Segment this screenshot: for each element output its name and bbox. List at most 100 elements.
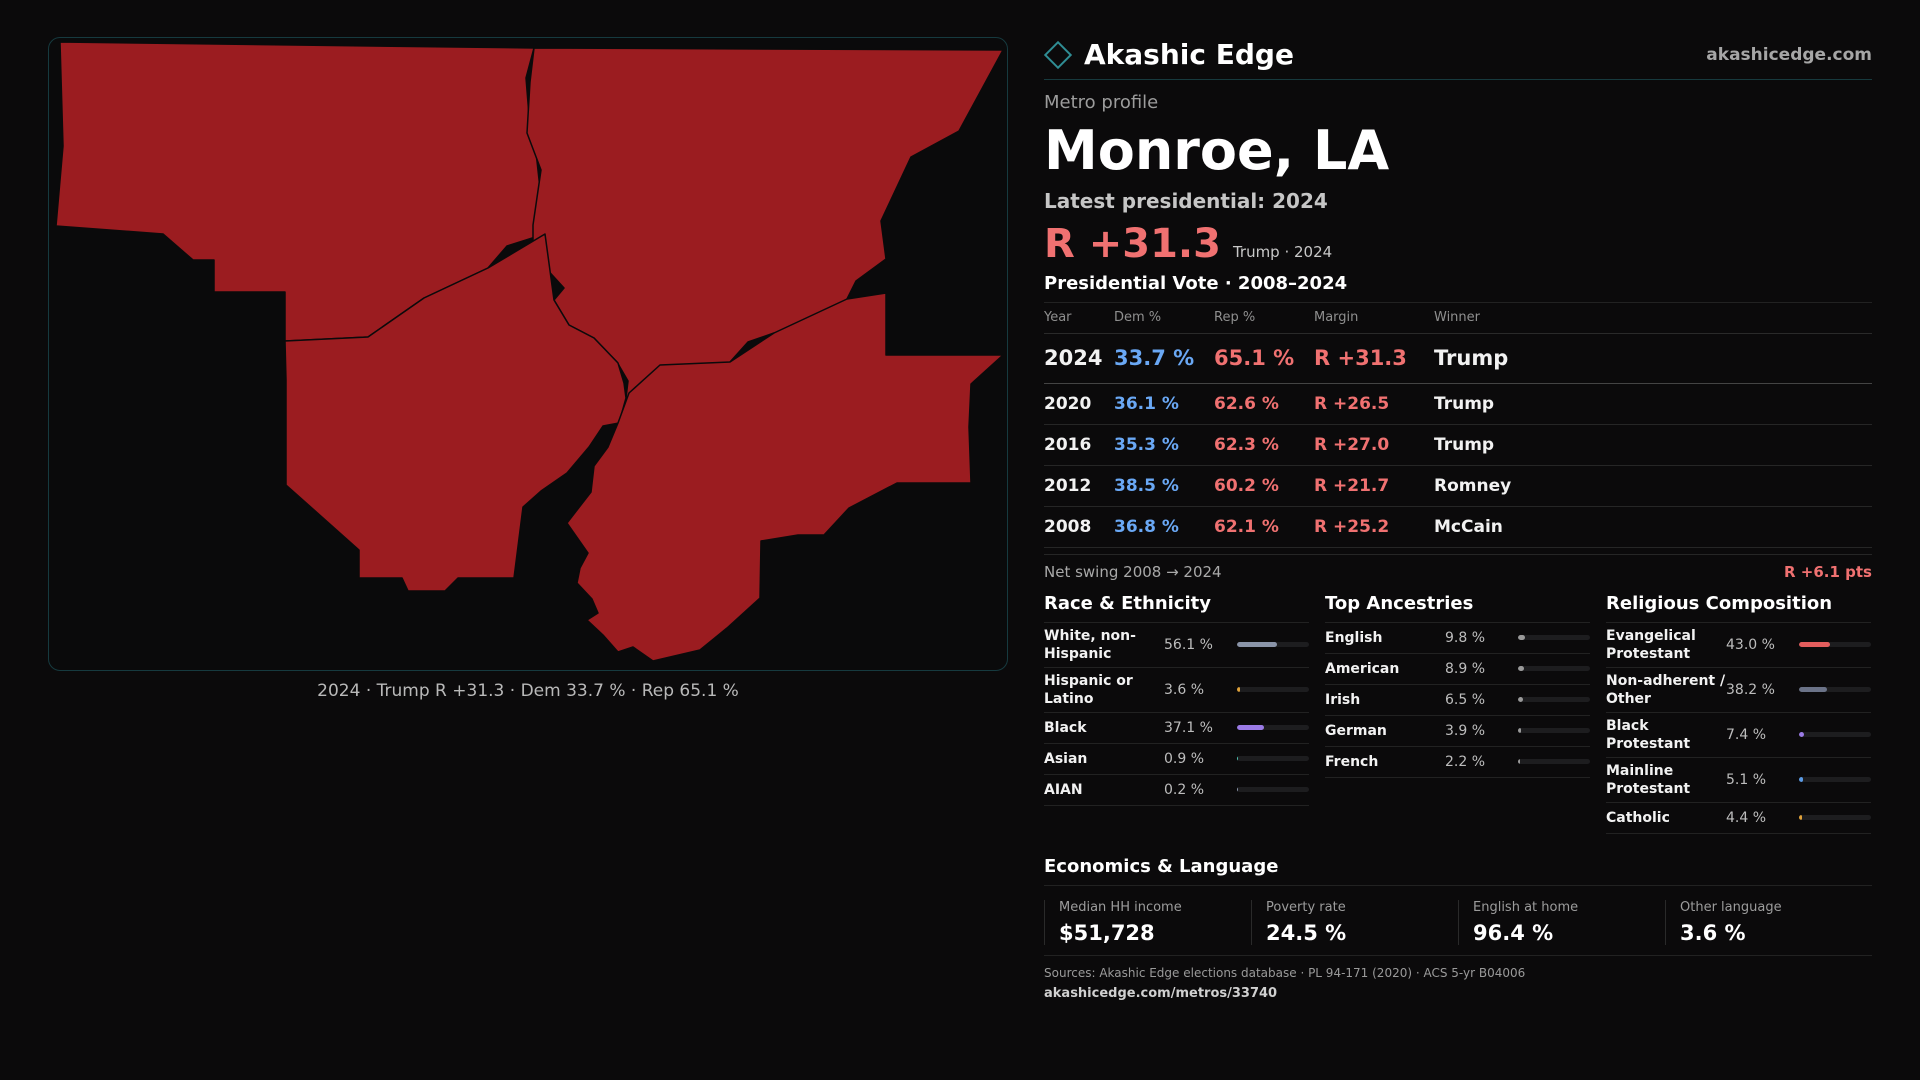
econ-value: 24.5 % [1266,920,1347,945]
year-cell: 2016 [1044,424,1114,466]
econ-stat: Median HH income $51,728 [1044,899,1251,945]
item-bar-fill [1518,697,1523,702]
econ-label: Poverty rate [1266,899,1346,915]
list-item: German 3.9 % [1325,716,1590,747]
county-southeast[interactable] [566,292,1004,662]
source-url-link[interactable]: akashicedge.com/metros/33740 [1044,985,1278,1001]
year-cell: 2020 [1044,383,1114,425]
col-year: Year [1044,303,1114,334]
econ-stat: Poverty rate 24.5 % [1251,899,1458,945]
race-title: Race & Ethnicity [1044,593,1309,623]
item-label: Mainline Protestant [1606,762,1691,797]
item-bar [1799,732,1871,737]
item-bar-fill [1799,642,1830,647]
item-pct: 37.1 % [1164,719,1213,736]
econ-label: English at home [1473,899,1579,915]
margin-cell: R +26.5 [1314,383,1434,425]
religion-section: Religious Composition Evangelical Protes… [1606,593,1871,834]
year-cell: 2024 [1044,333,1114,384]
col-winner: Winner [1434,303,1872,334]
headline-result: R +31.3 Trump · 2024 [1044,221,1872,267]
metro-map[interactable] [48,37,1008,671]
brand-url-link[interactable]: akashicedge.com [1706,44,1872,65]
econ-value: 3.6 % [1680,920,1746,945]
item-pct: 8.9 % [1445,660,1486,677]
item-label: English [1325,629,1383,646]
latest-presidential-label: Latest presidential: 2024 [1044,189,1328,213]
list-item: Asian 0.9 % [1044,744,1309,775]
item-pct: 3.9 % [1445,722,1486,739]
item-bar [1237,687,1309,692]
year-cell: 2008 [1044,506,1114,548]
list-item: Catholic 4.4 % [1606,803,1871,834]
econ-value: 96.4 % [1473,920,1554,945]
headline-margin: R +31.3 [1044,221,1221,267]
item-pct: 4.4 % [1726,809,1767,826]
item-bar [1799,777,1871,782]
item-bar-fill [1518,759,1520,764]
item-bar [1237,725,1309,730]
item-label: German [1325,722,1387,739]
item-bar-fill [1518,666,1525,671]
econ-stat: Other language 3.6 % [1665,899,1872,945]
item-bar-fill [1799,777,1803,782]
col-dem: Dem % [1114,303,1214,334]
list-item: French 2.2 % [1325,747,1590,778]
item-bar-fill [1518,728,1521,733]
item-bar-fill [1799,732,1805,737]
item-pct: 0.9 % [1164,750,1205,767]
item-bar-fill [1799,815,1803,820]
item-pct: 56.1 % [1164,636,1213,653]
diamond-logo-icon [1043,40,1073,69]
table-row: 2020 36.1 % 62.6 % R +26.5 Trump [1044,383,1872,425]
year-cell: 2012 [1044,465,1114,507]
winner-cell: Trump [1434,424,1872,466]
vote-section-title: Presidential Vote · 2008–2024 [1044,273,1872,303]
econ-label: Median HH income [1059,899,1182,915]
item-label: French [1325,753,1379,770]
list-item: Black 37.1 % [1044,713,1309,744]
net-swing-label: Net swing 2008 → 2024 [1044,562,1222,581]
item-pct: 6.5 % [1445,691,1486,708]
item-label: American [1325,660,1400,677]
margin-cell: R +27.0 [1314,424,1434,466]
table-row: 2016 35.3 % 62.3 % R +27.0 Trump [1044,424,1872,466]
list-item: Hispanic or Latino 3.6 % [1044,668,1309,713]
list-item: Evangelical Protestant 43.0 % [1606,623,1871,668]
dem-cell: 36.8 % [1114,506,1214,548]
dem-cell: 33.7 % [1114,333,1214,384]
item-label: Black Protestant [1606,717,1691,752]
item-bar [1518,635,1590,640]
item-bar-fill [1237,642,1278,647]
item-bar-fill [1237,687,1240,692]
margin-cell: R +21.7 [1314,465,1434,507]
map-caption: 2024 · Trump R +31.3 · Dem 33.7 % · Rep … [317,681,739,701]
item-bar [1518,728,1590,733]
brand[interactable]: Akashic Edge [1043,38,1294,71]
county-map-svg [55,41,1004,662]
item-bar [1237,756,1309,761]
table-row: 2024 33.7 % 65.1 % R +31.3 Trump [1044,333,1872,384]
ancestry-title: Top Ancestries [1325,593,1590,623]
economics-title: Economics & Language [1044,856,1872,886]
item-bar [1799,815,1871,820]
rep-cell: 62.6 % [1214,383,1314,425]
econ-value: $51,728 [1059,920,1155,945]
winner-cell: Trump [1434,333,1872,384]
margin-cell: R +25.2 [1314,506,1434,548]
brand-header: Akashic Edge akashicedge.com [1043,30,1872,80]
list-item: Non-adherent / Other 38.2 % [1606,668,1871,713]
list-item: English 9.8 % [1325,623,1590,654]
col-rep: Rep % [1214,303,1314,334]
item-bar-fill [1799,687,1827,692]
item-pct: 7.4 % [1726,726,1767,743]
econ-label: Other language [1680,899,1782,915]
list-item: Irish 6.5 % [1325,685,1590,716]
item-label: Black [1044,719,1087,736]
item-label: AIAN [1044,781,1083,798]
headline-note: Trump · 2024 [1232,243,1333,261]
item-bar-fill [1518,635,1526,640]
list-item: American 8.9 % [1325,654,1590,685]
county-central-west[interactable] [284,233,627,592]
rep-cell: 60.2 % [1214,465,1314,507]
